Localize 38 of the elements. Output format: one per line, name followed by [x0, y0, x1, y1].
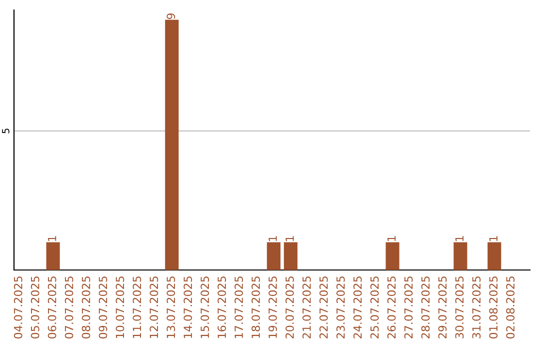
x-tick-label: 21.07.2025 — [302, 276, 311, 338]
x-tick-label: 13.07.2025 — [166, 276, 176, 338]
x-tick-label: 14.07.2025 — [184, 276, 192, 338]
x-tick-label: 16.07.2025 — [218, 276, 226, 338]
x-tick-label: 01.08.2025 — [489, 276, 498, 338]
x-tick-label: 15.07.2025 — [200, 276, 210, 338]
data-label: 9 — [166, 13, 176, 20]
x-tick-label: 07.07.2025 — [64, 276, 74, 338]
x-tick-label: 25.07.2025 — [370, 276, 379, 338]
data-label: 1 — [489, 236, 498, 241]
x-tick-label: 31.07.2025 — [472, 276, 481, 338]
x-tick-label: 18.07.2025 — [252, 276, 260, 338]
x-tick-label: 09.07.2025 — [98, 276, 108, 338]
x-tick-label: 29.07.2025 — [438, 276, 447, 338]
data-label: 1 — [48, 236, 56, 241]
x-tick-label: 12.07.2025 — [150, 276, 158, 338]
x-tick-label: 10.07.2025 — [116, 276, 124, 338]
x-tick-label: 23.07.2025 — [336, 276, 345, 338]
x-tick-label: 08.07.2025 — [82, 276, 90, 338]
data-label: 1 — [286, 236, 294, 241]
data-label: 1 — [455, 236, 464, 241]
x-tick-label: 19.07.2025 — [268, 276, 277, 338]
x-tick-label: 11.07.2025 — [132, 276, 142, 338]
x-tick-label: 17.07.2025 — [234, 276, 243, 338]
x-tick-label: 05.07.2025 — [30, 276, 40, 338]
x-tick-label: 30.07.2025 — [455, 276, 464, 338]
x-tick-label: 24.07.2025 — [353, 276, 362, 338]
x-tick-label: 28.07.2025 — [421, 276, 430, 338]
x-tick-label: 20.07.2025 — [285, 276, 294, 338]
x-tick-label: 26.07.2025 — [387, 276, 396, 338]
x-tick-label: 02.08.2025 — [506, 276, 515, 338]
y-tick-label: 5 — [2, 128, 10, 134]
x-tick-label: 04.07.2025 — [14, 276, 22, 338]
x-tick-label: 06.07.2025 — [48, 276, 56, 338]
data-label: 1 — [268, 236, 277, 241]
data-label: 1 — [387, 236, 396, 241]
x-tick-label: 22.07.2025 — [319, 276, 328, 338]
x-tick-label: 27.07.2025 — [404, 276, 413, 338]
